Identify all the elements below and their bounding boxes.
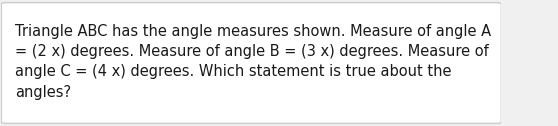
Text: Triangle ABC has the angle measures shown. Measure of angle A
= (2 x) degrees. M: Triangle ABC has the angle measures show… bbox=[15, 24, 491, 100]
FancyBboxPatch shape bbox=[1, 3, 501, 123]
